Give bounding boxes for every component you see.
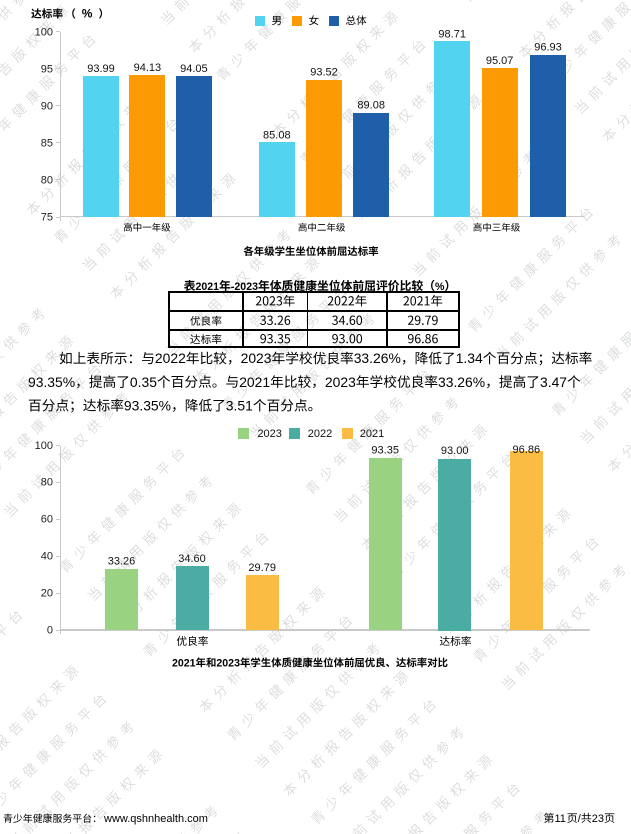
svg-text:%: % [82,7,93,21]
svg-text:2023: 2023 [216,657,240,669]
svg-text:80: 80 [41,477,53,489]
svg-text:1.34: 1.34 [456,350,483,366]
svg-text:75: 75 [41,212,53,224]
svg-text:60: 60 [41,514,53,526]
svg-text:2021: 2021 [360,428,384,440]
svg-text:96.86: 96.86 [513,444,541,456]
svg-text:29.79: 29.79 [248,562,276,574]
svg-text:95.07: 95.07 [486,55,514,67]
svg-text:-2023: -2023 [231,281,258,293]
svg-text:%: % [435,281,445,293]
svg-text:3.47: 3.47 [540,374,567,390]
svg-text:93.99: 93.99 [87,63,115,75]
svg-text:95: 95 [41,64,53,76]
svg-text:93.00: 93.00 [441,445,469,457]
svg-text:33.26%: 33.26% [438,374,485,390]
svg-text:20: 20 [41,588,53,600]
svg-text:2023: 2023 [325,374,356,390]
svg-text:40: 40 [41,551,53,563]
svg-text:2022: 2022 [308,428,332,440]
svg-text:90: 90 [41,101,53,113]
svg-text:98.71: 98.71 [438,28,466,40]
svg-text:3.51: 3.51 [226,397,253,413]
svg-text:2021: 2021 [172,657,196,669]
svg-text:/: / [578,813,582,825]
svg-text:11: 11 [555,813,566,825]
svg-text:100: 100 [35,26,53,38]
svg-text:34.60: 34.60 [178,553,206,565]
svg-text:94.05: 94.05 [180,63,208,75]
svg-text:80: 80 [41,175,53,187]
svg-text:33.26: 33.26 [108,556,136,568]
svg-text:www.qshnhealth.com: www.qshnhealth.com [103,813,208,825]
svg-text:93.35%: 93.35% [28,374,75,390]
svg-text:93.52: 93.52 [310,67,338,79]
svg-text:33.26%: 33.26% [354,350,401,366]
svg-text:94.13: 94.13 [134,62,162,74]
svg-text:93.35: 93.35 [371,445,399,457]
svg-text:96.93: 96.93 [534,42,562,54]
svg-text:100: 100 [35,440,53,452]
svg-text:2023: 2023 [257,428,281,440]
svg-text:0: 0 [47,624,53,636]
svg-text:2023: 2023 [241,350,272,366]
svg-text:2021: 2021 [239,374,270,390]
svg-text:2021: 2021 [196,281,220,293]
svg-text:85: 85 [41,138,53,150]
svg-text:2022: 2022 [155,350,186,366]
svg-text:0.35: 0.35 [130,374,157,390]
svg-text:85.08: 85.08 [263,129,291,141]
svg-text:89.08: 89.08 [357,100,385,112]
svg-text:93.35%: 93.35% [124,397,171,413]
svg-text:23: 23 [592,813,604,825]
